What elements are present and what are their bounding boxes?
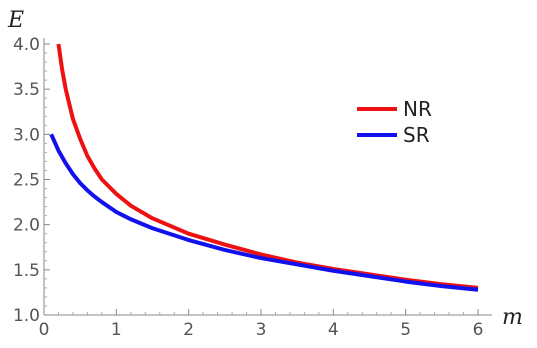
series-lines — [49, 43, 479, 292]
series-line-nr — [56, 43, 479, 290]
y-tick-label: 4.0 — [13, 35, 40, 55]
axes: 0 1 2 3 4 5 6 1.0 1.5 2.0 2.5 3.0 3.5 4.0 — [13, 35, 492, 340]
x-tick-label: 4 — [328, 320, 339, 340]
y-tick-label: 3.0 — [13, 125, 40, 145]
x-axis-title: m — [502, 305, 523, 330]
y-axis-title: E — [7, 8, 24, 33]
x-tick-label: 6 — [473, 320, 484, 340]
x-tick-label: 5 — [400, 320, 411, 340]
legend-label-sr: SR — [403, 123, 430, 147]
y-tick-label: 1.5 — [13, 261, 40, 281]
x-tick-label: 2 — [183, 320, 194, 340]
x-tick-label: 0 — [39, 320, 50, 340]
legend-label-nr: NR — [403, 97, 432, 121]
y-tick-label: 2.5 — [13, 171, 40, 191]
y-tick-label: 1.0 — [13, 306, 40, 326]
y-tick-label: 3.5 — [13, 80, 40, 100]
x-tick-label: 1 — [111, 320, 122, 340]
x-tick-label: 3 — [256, 320, 267, 340]
series-line-sr — [49, 133, 479, 292]
y-tick-label: 2.0 — [13, 216, 40, 236]
